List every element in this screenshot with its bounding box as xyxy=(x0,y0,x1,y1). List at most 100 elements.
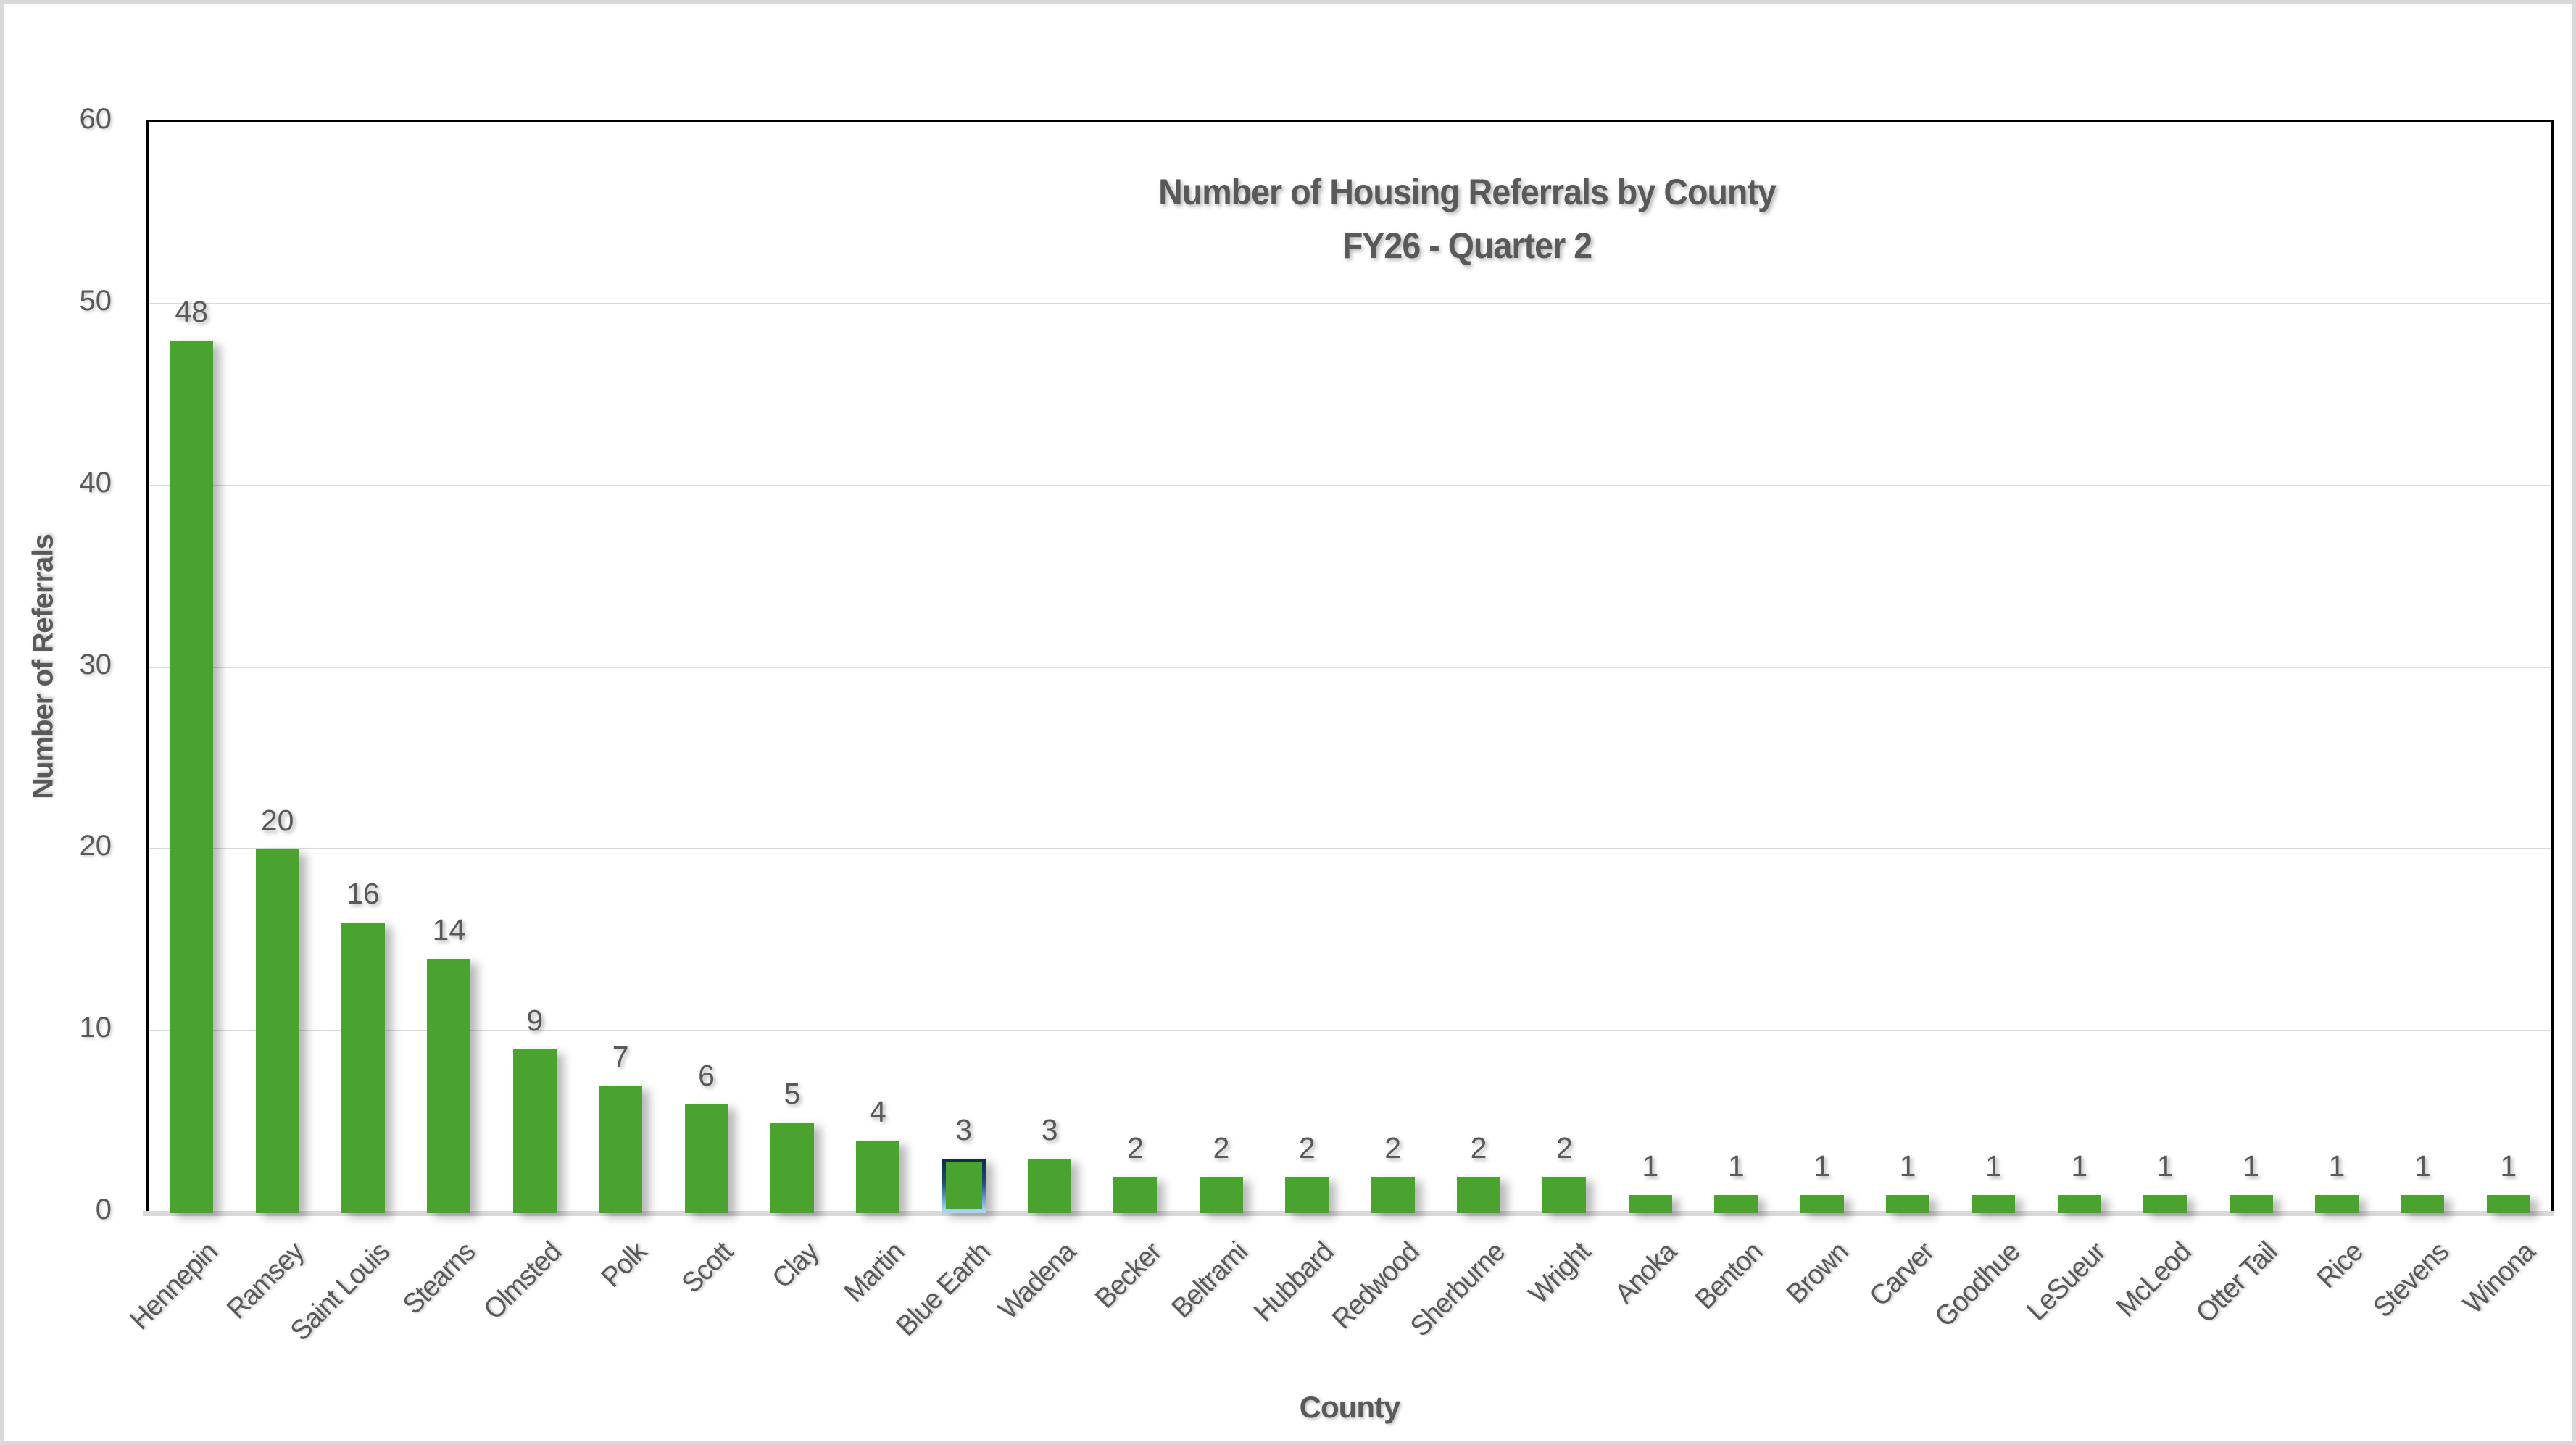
bar-winona[interactable] xyxy=(2486,1194,2530,1213)
bar-carver[interactable] xyxy=(1886,1194,1929,1213)
y-tick-label-40: 40 xyxy=(79,466,112,499)
bar-slot-clay: 5 xyxy=(749,122,835,1213)
bar-slot-stevens: 1 xyxy=(2380,122,2465,1213)
chart-title-line2: FY26 - Quarter 2 xyxy=(1342,225,1592,266)
x-tick-label-becker: Becker xyxy=(1089,1236,1168,1315)
bar-brown[interactable] xyxy=(1800,1194,1844,1213)
plot-area[interactable] xyxy=(143,120,2554,1216)
x-tick-label-stevens: Stevens xyxy=(2367,1236,2455,1324)
bar-hubbard[interactable] xyxy=(1285,1176,1329,1213)
bar-blue-earth[interactable] xyxy=(942,1158,986,1213)
x-label-slot-beltrami: Beltrami xyxy=(1166,1229,1264,1403)
bar-rice[interactable] xyxy=(2314,1194,2359,1213)
bar-slot-blue-earth: 3 xyxy=(921,122,1007,1213)
x-tick-label-anoka: Anoka xyxy=(1608,1236,1683,1310)
bar-value-label-otter-tail: 1 xyxy=(2243,1149,2259,1183)
x-label-slot-becker: Becker xyxy=(1089,1229,1178,1403)
gridline-50 xyxy=(149,302,2551,304)
x-tick-label-scott: Scott xyxy=(676,1236,739,1299)
bar-anoka[interactable] xyxy=(1628,1194,1672,1213)
bar-value-label-lesueur: 1 xyxy=(2071,1149,2088,1183)
x-tick-label-beltrami: Beltrami xyxy=(1166,1236,1254,1325)
bar-slot-beltrami: 2 xyxy=(1179,122,1264,1213)
chart-title[interactable]: Number of Housing Referrals by County FY… xyxy=(1158,165,1777,272)
x-tick-label-brown: Brown xyxy=(1780,1236,1855,1310)
bar-benton[interactable] xyxy=(1714,1194,1758,1213)
bar-slot-hubbard: 2 xyxy=(1264,122,1350,1213)
bar-wadena[interactable] xyxy=(1028,1158,1072,1213)
bar-polk[interactable] xyxy=(599,1086,643,1213)
x-label-slot-saint-louis: Saint Louis xyxy=(285,1229,406,1403)
bar-value-label-saint-louis: 16 xyxy=(346,876,380,910)
bar-scott[interactable] xyxy=(684,1104,728,1213)
bar-slot-otter-tail: 1 xyxy=(2208,122,2293,1213)
x-axis-labels[interactable]: Hennepin Ramsey Saint Louis Stearns Olmsted P… xyxy=(124,1229,2551,1403)
chart-title-line1: Number of Housing Referrals by County xyxy=(1158,172,1777,212)
x-tick-label-rice: Rice xyxy=(2311,1236,2369,1295)
bar-value-label-benton: 1 xyxy=(1727,1149,1745,1183)
bar-olmsted[interactable] xyxy=(512,1049,557,1213)
bar-lesueur[interactable] xyxy=(2057,1194,2101,1213)
bar-hennepin[interactable] xyxy=(170,341,214,1213)
bar-becker[interactable] xyxy=(1113,1176,1158,1213)
bar-saint-louis[interactable] xyxy=(341,922,385,1213)
bar-value-label-hubbard: 2 xyxy=(1298,1130,1316,1165)
bar-goodhue[interactable] xyxy=(1972,1194,2016,1213)
x-label-slot-wadena: Wadena xyxy=(993,1229,1092,1403)
bar-value-label-becker: 2 xyxy=(1127,1130,1144,1165)
bar-clay[interactable] xyxy=(770,1122,814,1213)
bar-value-label-brown: 1 xyxy=(1813,1149,1831,1183)
x-tick-label-stearns: Stearns xyxy=(396,1236,481,1320)
bar-wright[interactable] xyxy=(1542,1176,1587,1213)
x-label-slot-sherburne: Sherburne xyxy=(1405,1229,1521,1403)
x-axis-line xyxy=(143,1211,2554,1216)
bar-slot-martin: 4 xyxy=(835,122,921,1213)
bar-sherburne[interactable] xyxy=(1457,1176,1501,1213)
bar-slot-becker: 2 xyxy=(1092,122,1178,1213)
x-axis-title[interactable]: County xyxy=(1299,1390,1401,1424)
bar-slot-mcleod: 1 xyxy=(2122,122,2208,1213)
x-tick-label-benton: Benton xyxy=(1689,1236,1769,1316)
bar-value-label-olmsted: 9 xyxy=(526,1004,544,1038)
x-label-slot-brown: Brown xyxy=(1779,1229,1864,1403)
bar-stearns[interactable] xyxy=(427,958,471,1213)
x-label-slot-olmsted: Olmsted xyxy=(478,1229,578,1403)
bar-slot-hennepin: 48 xyxy=(149,122,234,1213)
bar-slot-brown: 1 xyxy=(1779,122,1864,1213)
bar-slot-benton: 1 xyxy=(1693,122,1779,1213)
x-tick-label-wadena: Wadena xyxy=(992,1236,1082,1325)
bar-slot-sherburne: 2 xyxy=(1436,122,1521,1213)
bar-martin[interactable] xyxy=(856,1140,900,1213)
x-label-slot-rice: Rice xyxy=(2294,1229,2380,1403)
bar-value-label-wright: 2 xyxy=(1556,1130,1573,1165)
x-label-slot-blue-earth: Blue Earth xyxy=(890,1229,1007,1403)
bar-value-label-stearns: 14 xyxy=(432,912,466,946)
bar-value-label-rice: 1 xyxy=(2328,1149,2346,1183)
bar-slot-goodhue: 1 xyxy=(1950,122,2036,1213)
x-label-slot-wright: Wright xyxy=(1521,1229,1607,1403)
x-label-slot-hennepin: Hennepin xyxy=(124,1229,234,1403)
gridline-40 xyxy=(149,484,2551,486)
x-label-slot-stearns: Stearns xyxy=(397,1229,491,1403)
bar-slot-rice: 1 xyxy=(2294,122,2380,1213)
bar-redwood[interactable] xyxy=(1371,1176,1415,1213)
bar-ramsey[interactable] xyxy=(255,849,299,1213)
x-tick-label-winona: Winona xyxy=(2456,1236,2541,1320)
x-tick-label-hennepin: Hennepin xyxy=(124,1236,224,1336)
bar-stevens[interactable] xyxy=(2401,1194,2445,1213)
gridline-10 xyxy=(149,1030,2551,1032)
bar-otter-tail[interactable] xyxy=(2229,1194,2273,1213)
bar-value-label-mcleod: 1 xyxy=(2156,1149,2174,1183)
x-label-slot-anoka: Anoka xyxy=(1608,1229,1693,1403)
y-tick-label-0: 0 xyxy=(95,1194,112,1225)
bar-value-label-hennepin: 48 xyxy=(175,295,208,328)
bar-value-label-polk: 7 xyxy=(612,1040,629,1074)
bar-slot-wright: 2 xyxy=(1521,122,1607,1213)
x-tick-label-mcleod: McLeod xyxy=(2111,1236,2198,1323)
bar-slot-wadena: 3 xyxy=(1007,122,1092,1213)
bar-value-label-stevens: 1 xyxy=(2414,1149,2431,1183)
bar-beltrami[interactable] xyxy=(1199,1176,1243,1213)
bar-mcleod[interactable] xyxy=(2143,1194,2187,1213)
y-axis-ticks[interactable]: 0 10 20 30 40 50 60 xyxy=(4,103,112,1225)
bar-value-label-clay: 5 xyxy=(784,1076,801,1110)
